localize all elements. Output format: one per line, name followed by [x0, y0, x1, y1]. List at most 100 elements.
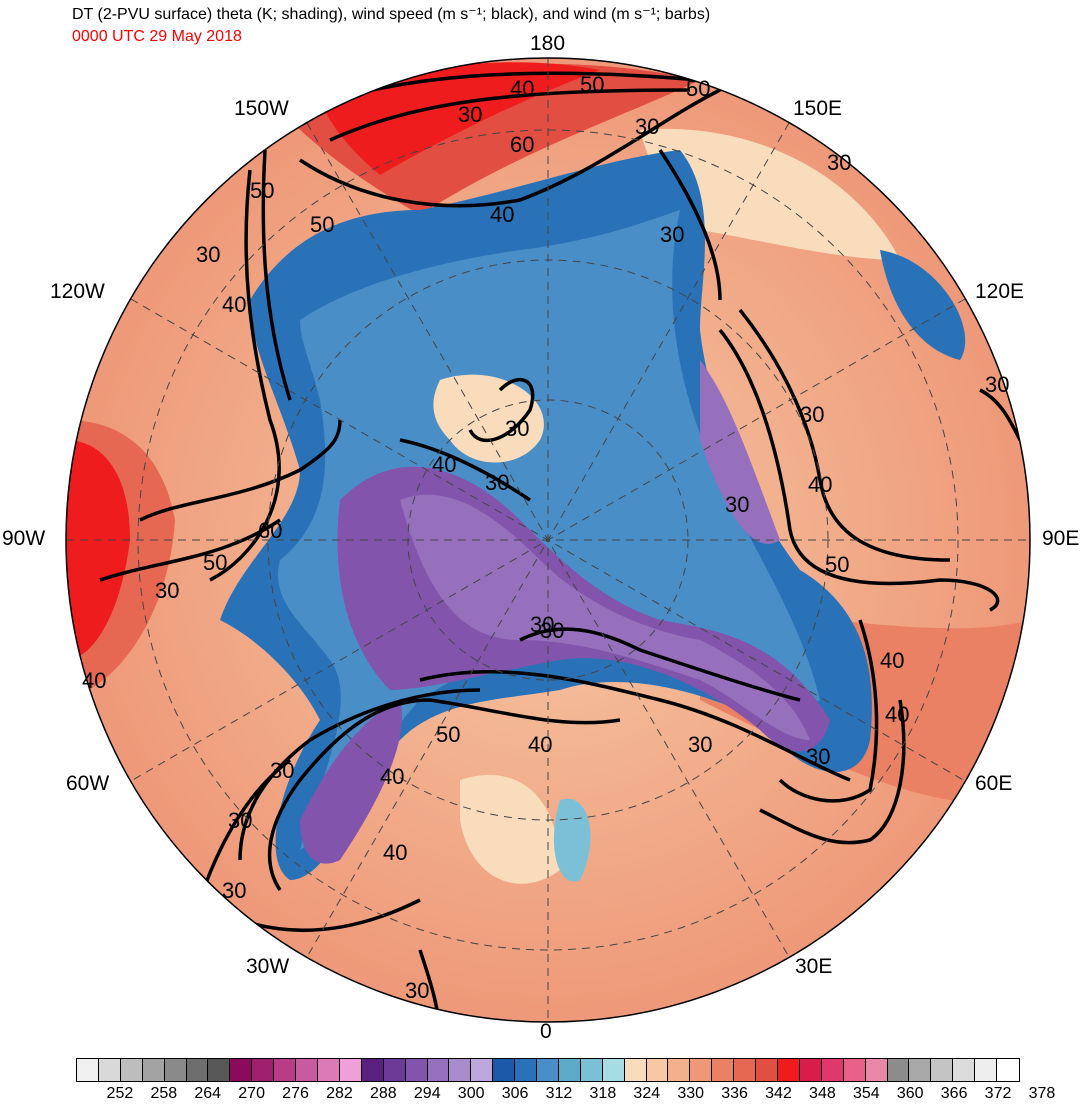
contour-label: 50	[436, 722, 460, 747]
contour-label: 30	[222, 878, 246, 903]
lon-label-120w: 120W	[50, 280, 105, 303]
colorbar-swatch	[186, 1059, 209, 1081]
colorbar-tick-label: 378	[1028, 1085, 1056, 1102]
contour-label: 30	[660, 222, 684, 247]
colorbar-swatch	[405, 1059, 428, 1081]
graticule	[66, 58, 1030, 1022]
colorbar-ticks: 252 258 264 270 276 282 288 294 300 306 312 318 324 3…	[76, 1085, 1056, 1105]
contour-label: 40	[528, 732, 552, 757]
contour-label: 50	[686, 76, 710, 101]
colorbar-tick-label: 324	[633, 1085, 661, 1102]
polar-map: 40 50 30 60 50 50 30 30 50 40 30 30 40 3…	[65, 57, 1031, 1023]
colorbar-tick-label: 282	[326, 1085, 353, 1102]
colorbar-swatch	[449, 1059, 472, 1081]
lon-label-0: 0	[540, 1020, 552, 1043]
colorbar-swatch	[887, 1059, 910, 1081]
contour-label: 40	[510, 76, 534, 101]
contour-label: 60	[510, 132, 534, 157]
colorbar-swatch	[953, 1059, 976, 1081]
colorbar-swatch	[690, 1059, 713, 1081]
colorbar-tick-label: 300	[457, 1085, 485, 1102]
contour-label: 50	[580, 72, 604, 97]
colorbar-swatch	[164, 1059, 187, 1081]
colorbar-tick-label: 330	[677, 1085, 705, 1102]
contour-label: 30	[800, 402, 824, 427]
contour-label: 30	[505, 416, 529, 441]
colorbar-swatch	[274, 1059, 297, 1081]
colorbar-swatch	[317, 1059, 340, 1081]
contour-label: 40	[885, 702, 909, 727]
lon-label-150w: 150W	[234, 97, 289, 120]
colorbar-swatch	[558, 1059, 581, 1081]
colorbar-tick-label: 276	[282, 1085, 309, 1102]
lon-label-150e: 150E	[793, 97, 843, 120]
colorbar-swatch	[98, 1059, 121, 1081]
colorbar-swatch	[668, 1059, 691, 1081]
colorbar-swatch	[843, 1059, 866, 1081]
colorbar-swatch	[602, 1059, 625, 1081]
colorbar-tick-label: 270	[238, 1085, 265, 1102]
map-boundary	[65, 57, 1031, 1023]
colorbar-swatch	[427, 1059, 450, 1081]
contour-label: 30	[635, 114, 659, 139]
colorbar-swatch	[120, 1059, 143, 1081]
colorbar-tick-label: 264	[194, 1085, 222, 1102]
valid-time: 0000 UTC 29 May 2018	[72, 28, 242, 45]
colorbar-tick-label: 360	[896, 1085, 924, 1102]
colorbar-swatch	[624, 1059, 647, 1081]
colorbar-tick-label: 318	[589, 1085, 617, 1102]
colorbar-swatch	[537, 1059, 559, 1081]
contour-label: 30	[985, 372, 1009, 397]
contour-label: 30	[270, 758, 294, 783]
colorbar-swatch	[821, 1059, 844, 1081]
colorbar-tick-label: 354	[852, 1085, 880, 1102]
colorbar-swatch	[339, 1059, 362, 1081]
contour-label: 40	[808, 472, 832, 497]
colorbar-tick-label: 252	[106, 1085, 134, 1102]
contour-label: 30	[228, 808, 252, 833]
contour-label: 30	[806, 744, 830, 769]
colorbar-tick-label: 366	[940, 1085, 968, 1102]
lon-label-120e: 120E	[975, 280, 1025, 303]
lon-label-30e: 30E	[795, 955, 833, 978]
colorbar-tick-label: 288	[369, 1085, 397, 1102]
colorbar-swatch	[208, 1059, 231, 1081]
colorbar-swatch	[931, 1059, 954, 1081]
map-title: DT (2-PVU surface) theta (K; shading), w…	[72, 6, 711, 23]
colorbar-swatch	[230, 1059, 253, 1081]
colorbar-tick-label: 306	[501, 1085, 529, 1102]
colorbar-swatch	[296, 1059, 318, 1081]
colorbar-swatch	[471, 1059, 494, 1081]
colorbar-tick-label: 336	[721, 1085, 748, 1102]
contour-label: 50	[203, 550, 227, 575]
contour-label: 40	[432, 452, 456, 477]
contour-label: 30	[827, 150, 851, 175]
contour-label: 50	[310, 212, 334, 237]
colorbar-swatch	[734, 1059, 757, 1081]
contour-label: 50	[825, 552, 849, 577]
colorbar-swatch	[712, 1059, 735, 1081]
contour-label: 30	[530, 612, 554, 637]
colorbar-tick-label: 312	[545, 1085, 573, 1102]
contour-label: 40	[490, 202, 514, 227]
colorbar-swatch	[361, 1059, 384, 1081]
colorbar-swatch	[383, 1059, 406, 1081]
contour-label: 40	[222, 292, 246, 317]
contour-label: 30	[725, 492, 749, 517]
contour-label: 40	[880, 648, 904, 673]
contour-label: 40	[383, 840, 407, 865]
colorbar-tick-label: 342	[765, 1085, 792, 1102]
colorbar-swatch	[77, 1059, 99, 1081]
colorbar-tick-label: 258	[150, 1085, 178, 1102]
contour-label: 30	[688, 732, 712, 757]
colorbar-swatch	[909, 1059, 932, 1081]
contour-labels: 40 50 30 60 50 50 30 30 50 40 30 30 40 3…	[82, 72, 1009, 1003]
colorbar-swatch	[515, 1059, 538, 1081]
contour-label: 30	[485, 470, 509, 495]
lon-label-90w: 90W	[2, 527, 46, 550]
colorbar-swatch	[252, 1059, 275, 1081]
lon-label-60w: 60W	[66, 772, 110, 795]
colorbar	[76, 1058, 1020, 1082]
colorbar-tick-label: 372	[984, 1085, 1012, 1102]
wind-speed-contours	[99, 71, 1022, 1022]
